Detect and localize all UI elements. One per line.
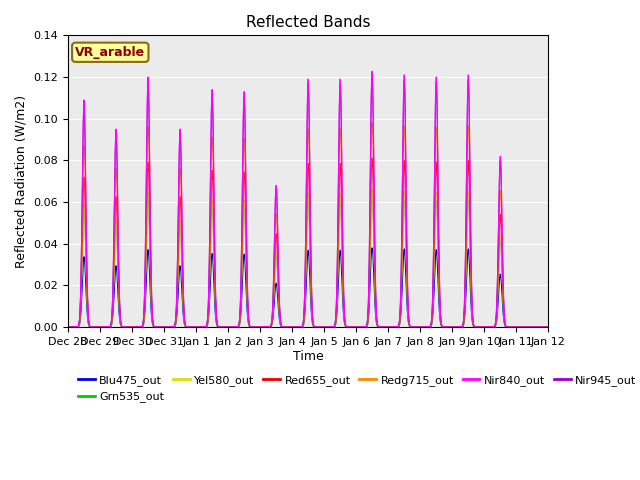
Line: Nir840_out: Nir840_out bbox=[68, 71, 548, 327]
Blu475_out bbox=[150, 324, 158, 330]
X-axis label: Time: Time bbox=[292, 349, 323, 362]
Nir945_out bbox=[545, 324, 552, 330]
Yel580_out bbox=[544, 324, 552, 330]
Yel580_out bbox=[415, 324, 423, 330]
Yel580_out bbox=[290, 324, 298, 330]
Blu475_out bbox=[544, 324, 552, 330]
Nir840_out bbox=[545, 324, 552, 330]
Red655_out bbox=[290, 324, 298, 330]
Red655_out bbox=[443, 324, 451, 330]
Grn535_out bbox=[150, 324, 158, 330]
Blu475_out bbox=[368, 245, 376, 251]
Line: Redg715_out: Redg715_out bbox=[68, 122, 548, 327]
Grn535_out bbox=[544, 324, 552, 330]
Grn535_out bbox=[290, 324, 298, 330]
Yel580_out bbox=[64, 324, 72, 330]
Blu475_out bbox=[389, 324, 397, 330]
Grn535_out bbox=[415, 324, 423, 330]
Grn535_out bbox=[443, 324, 451, 330]
Redg715_out bbox=[415, 324, 423, 330]
Yel580_out bbox=[513, 324, 520, 330]
Redg715_out bbox=[544, 324, 552, 330]
Red655_out bbox=[544, 324, 552, 330]
Red655_out bbox=[415, 324, 423, 330]
Nir945_out bbox=[389, 324, 397, 330]
Blu475_out bbox=[64, 324, 72, 330]
Grn535_out bbox=[368, 191, 376, 197]
Blu475_out bbox=[415, 324, 423, 330]
Redg715_out bbox=[545, 324, 552, 330]
Redg715_out bbox=[64, 324, 72, 330]
Yel580_out bbox=[545, 324, 552, 330]
Nir945_out bbox=[290, 324, 298, 330]
Red655_out bbox=[545, 324, 552, 330]
Nir840_out bbox=[290, 324, 298, 330]
Line: Yel580_out: Yel580_out bbox=[68, 189, 548, 327]
Red655_out bbox=[368, 156, 376, 161]
Nir945_out bbox=[544, 324, 552, 330]
Nir840_out bbox=[443, 324, 451, 330]
Grn535_out bbox=[545, 324, 552, 330]
Nir945_out bbox=[443, 324, 451, 330]
Redg715_out bbox=[513, 324, 520, 330]
Redg715_out bbox=[150, 324, 158, 330]
Nir840_out bbox=[150, 324, 158, 330]
Blu475_out bbox=[290, 324, 298, 330]
Nir945_out bbox=[64, 324, 72, 330]
Nir840_out bbox=[415, 324, 423, 330]
Line: Blu475_out: Blu475_out bbox=[68, 248, 548, 327]
Red655_out bbox=[150, 324, 158, 330]
Blu475_out bbox=[443, 324, 451, 330]
Nir945_out bbox=[513, 324, 520, 330]
Yel580_out bbox=[150, 324, 158, 330]
Yel580_out bbox=[368, 186, 376, 192]
Nir945_out bbox=[150, 324, 158, 330]
Grn535_out bbox=[389, 324, 397, 330]
Redg715_out bbox=[290, 324, 298, 330]
Redg715_out bbox=[368, 120, 376, 125]
Blu475_out bbox=[513, 324, 520, 330]
Y-axis label: Reflected Radiation (W/m2): Reflected Radiation (W/m2) bbox=[15, 95, 28, 268]
Nir945_out bbox=[415, 324, 423, 330]
Text: VR_arable: VR_arable bbox=[76, 46, 145, 59]
Line: Nir945_out: Nir945_out bbox=[68, 76, 548, 327]
Grn535_out bbox=[513, 324, 520, 330]
Legend: Blu475_out, Grn535_out, Yel580_out, Red655_out, Redg715_out, Nir840_out, Nir945_: Blu475_out, Grn535_out, Yel580_out, Red6… bbox=[74, 371, 640, 407]
Redg715_out bbox=[443, 324, 451, 330]
Nir840_out bbox=[64, 324, 72, 330]
Nir840_out bbox=[389, 324, 397, 330]
Line: Grn535_out: Grn535_out bbox=[68, 194, 548, 327]
Nir840_out bbox=[544, 324, 552, 330]
Blu475_out bbox=[545, 324, 552, 330]
Nir840_out bbox=[368, 68, 376, 74]
Nir945_out bbox=[368, 73, 376, 79]
Red655_out bbox=[513, 324, 520, 330]
Redg715_out bbox=[389, 324, 397, 330]
Red655_out bbox=[389, 324, 397, 330]
Red655_out bbox=[64, 324, 72, 330]
Nir840_out bbox=[513, 324, 520, 330]
Yel580_out bbox=[443, 324, 451, 330]
Grn535_out bbox=[64, 324, 72, 330]
Title: Reflected Bands: Reflected Bands bbox=[246, 15, 371, 30]
Line: Red655_out: Red655_out bbox=[68, 158, 548, 327]
Yel580_out bbox=[389, 324, 397, 330]
